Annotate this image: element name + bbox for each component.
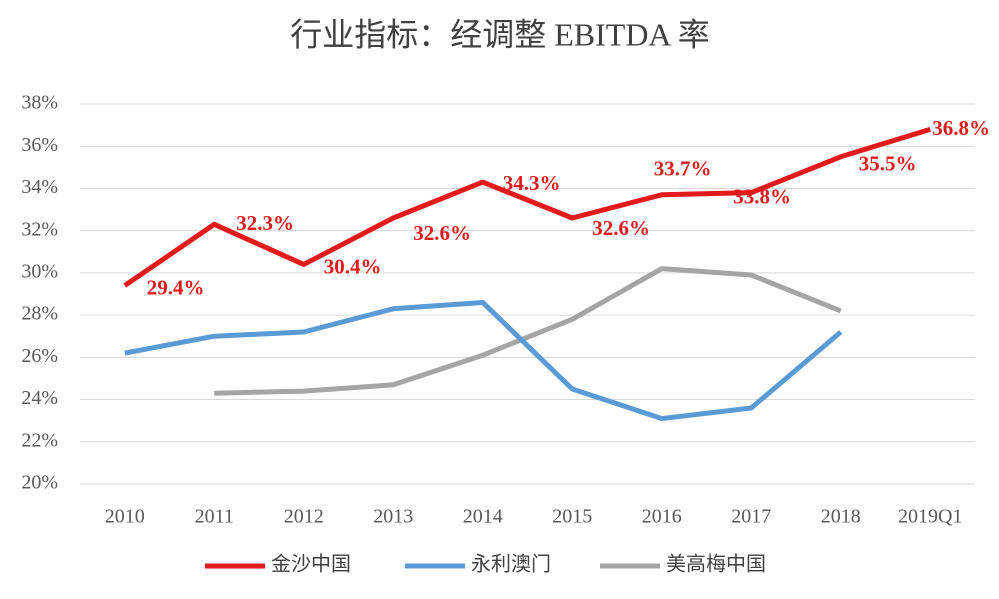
series-line — [214, 266, 842, 396]
data-label: 32.6% — [413, 221, 471, 245]
y-tick-label: 38% — [21, 92, 58, 114]
x-tick-label: 2013 — [373, 506, 413, 528]
legend-label: 永利澳门 — [471, 553, 551, 576]
y-tick-label: 24% — [21, 387, 58, 409]
x-tick-label: 2019Q1 — [898, 506, 962, 528]
x-tick-label: 2010 — [105, 506, 145, 528]
data-label: 34.3% — [503, 171, 561, 195]
y-tick-label: 22% — [21, 429, 58, 451]
x-tick-label: 2015 — [552, 506, 592, 528]
series-line — [123, 126, 931, 288]
y-tick-label: 34% — [21, 176, 58, 198]
data-label: 32.3% — [236, 211, 294, 235]
y-tick-label: 30% — [21, 260, 58, 282]
y-tick-label: 32% — [21, 218, 58, 240]
x-tick-label: 2011 — [195, 506, 234, 528]
x-tick-label: 2017 — [731, 506, 771, 528]
legend-label: 金沙中国 — [271, 553, 351, 576]
data-label: 36.8% — [932, 116, 990, 140]
legend-label: 美高梅中国 — [666, 553, 766, 576]
y-tick-label: 20% — [21, 472, 58, 494]
data-label: 35.5% — [859, 152, 917, 176]
x-tick-label: 2012 — [284, 506, 324, 528]
y-tick-label: 28% — [21, 303, 58, 325]
y-tick-label: 36% — [21, 134, 58, 156]
data-label: 33.7% — [654, 157, 712, 181]
x-tick-label: 2018 — [821, 506, 861, 528]
chart-title: 行业指标：经调整 EBITDA 率 — [290, 16, 710, 52]
series-line — [124, 299, 843, 422]
x-tick-label: 2014 — [463, 506, 503, 528]
y-tick-label: 26% — [21, 345, 58, 367]
data-label: 33.8% — [733, 184, 791, 208]
data-label: 29.4% — [147, 275, 205, 299]
data-label: 30.4% — [324, 254, 382, 278]
data-label: 32.6% — [592, 216, 650, 240]
x-tick-label: 2016 — [642, 506, 682, 528]
